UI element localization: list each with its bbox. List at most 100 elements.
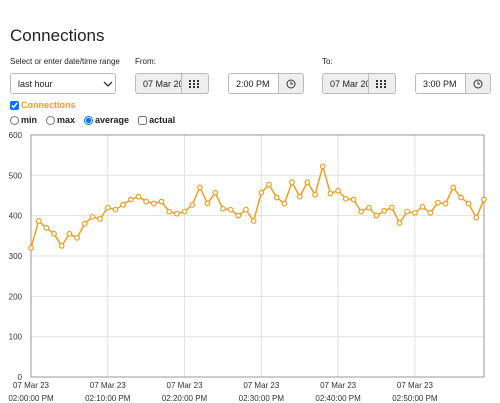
y-tick-label: 500 — [9, 171, 23, 180]
data-point — [373, 212, 380, 219]
data-point — [258, 189, 265, 196]
data-point — [143, 198, 150, 205]
range-label: Select or enter date/time range — [10, 57, 120, 66]
data-point — [197, 184, 203, 191]
data-point — [212, 189, 219, 196]
data-point — [304, 179, 311, 186]
data-point — [365, 204, 372, 211]
data-point — [481, 196, 487, 203]
to-time[interactable]: 3:00 PM — [415, 73, 491, 94]
x-tick-label: 02:50:00 PM — [392, 394, 438, 403]
data-point — [97, 215, 104, 222]
data-point — [458, 194, 464, 201]
y-tick-label: 400 — [9, 212, 23, 221]
mode-options: min max average actual — [10, 115, 175, 125]
mode-option[interactable]: actual — [138, 115, 175, 125]
from-time-value: 2:00 PM — [236, 78, 270, 89]
data-point — [150, 200, 157, 207]
dropdown-arrow — [103, 81, 113, 87]
data-point — [81, 220, 88, 227]
series-label: Connections — [21, 100, 76, 110]
data-point — [135, 193, 142, 200]
series-checkbox[interactable] — [10, 100, 19, 110]
x-tick-label: 02:10:00 PM — [85, 394, 131, 403]
data-point — [465, 200, 472, 207]
data-point — [35, 218, 42, 224]
data-point — [327, 190, 334, 197]
data-point — [312, 191, 318, 198]
radio[interactable] — [10, 115, 19, 125]
data-point — [227, 206, 234, 213]
y-tick-label: 100 — [9, 333, 23, 342]
mode-option[interactable]: min — [10, 115, 37, 125]
mode-option[interactable]: max — [46, 115, 75, 125]
data-point — [112, 206, 119, 213]
data-point — [419, 203, 426, 210]
to-label: To: — [322, 57, 333, 66]
calendar-button[interactable] — [368, 74, 393, 93]
data-point — [396, 220, 403, 226]
data-point — [28, 245, 34, 251]
data-point — [166, 208, 173, 215]
data-point — [120, 201, 127, 208]
plot-frame — [30, 134, 485, 378]
y-tick-label: 0 — [18, 373, 23, 382]
from-time[interactable]: 2:00 PM — [228, 73, 304, 94]
mode-label: average — [95, 115, 130, 125]
data-point — [319, 163, 326, 170]
from-date-value: 07 Mar 2023 — [143, 78, 181, 89]
x-tick-label: 07 Mar 23 — [243, 381, 280, 390]
data-point — [204, 200, 211, 207]
range-value: last hour — [18, 78, 53, 89]
mode-label: max — [57, 115, 76, 125]
data-point — [435, 199, 441, 206]
checkbox[interactable] — [138, 115, 148, 125]
from-label: From: — [135, 57, 156, 66]
page-title: Connections — [10, 26, 105, 45]
data-point — [427, 209, 434, 216]
data-point — [404, 208, 411, 215]
calendar-button[interactable] — [181, 74, 206, 93]
data-point — [335, 187, 342, 194]
clock-button[interactable] — [465, 74, 490, 93]
data-point — [296, 193, 303, 200]
data-point — [173, 210, 180, 217]
series-toggle[interactable]: Connections — [10, 100, 76, 110]
to-date-value: 07 Mar 2023 — [330, 78, 368, 89]
mode-label: actual — [149, 115, 176, 125]
data-point — [235, 212, 242, 219]
data-point — [89, 213, 96, 220]
to-date[interactable]: 07 Mar 2023 — [322, 73, 396, 94]
data-point — [411, 209, 418, 216]
data-point — [181, 208, 188, 215]
clock-button[interactable] — [278, 74, 303, 93]
data-point — [158, 198, 165, 205]
y-tick-label: 600 — [9, 131, 23, 140]
x-tick-label: 07 Mar 23 — [397, 381, 434, 390]
data-point — [250, 218, 257, 224]
mode-label: min — [21, 115, 38, 125]
data-point — [273, 194, 280, 201]
x-tick-label: 07 Mar 23 — [320, 381, 357, 390]
mode-option[interactable]: average — [84, 115, 129, 125]
data-point — [381, 207, 388, 214]
to-time-value: 3:00 PM — [423, 78, 457, 89]
data-point — [51, 230, 57, 237]
data-point — [289, 179, 295, 186]
from-date[interactable]: 07 Mar 2023 — [135, 73, 209, 94]
data-point — [266, 181, 272, 188]
data-point — [104, 204, 111, 211]
data-point — [281, 200, 288, 207]
x-tick-label: 02:30:00 PM — [239, 394, 285, 403]
data-point — [58, 243, 65, 249]
range-select[interactable]: last hour — [10, 73, 116, 94]
radio[interactable] — [84, 115, 94, 125]
data-point — [74, 234, 80, 241]
data-point — [243, 206, 249, 213]
data-point — [342, 195, 349, 202]
x-tick-label: 02:00:00 PM — [8, 394, 54, 403]
y-tick-label: 200 — [9, 292, 23, 301]
x-tick-label: 07 Mar 23 — [13, 381, 50, 390]
radio[interactable] — [46, 115, 56, 125]
